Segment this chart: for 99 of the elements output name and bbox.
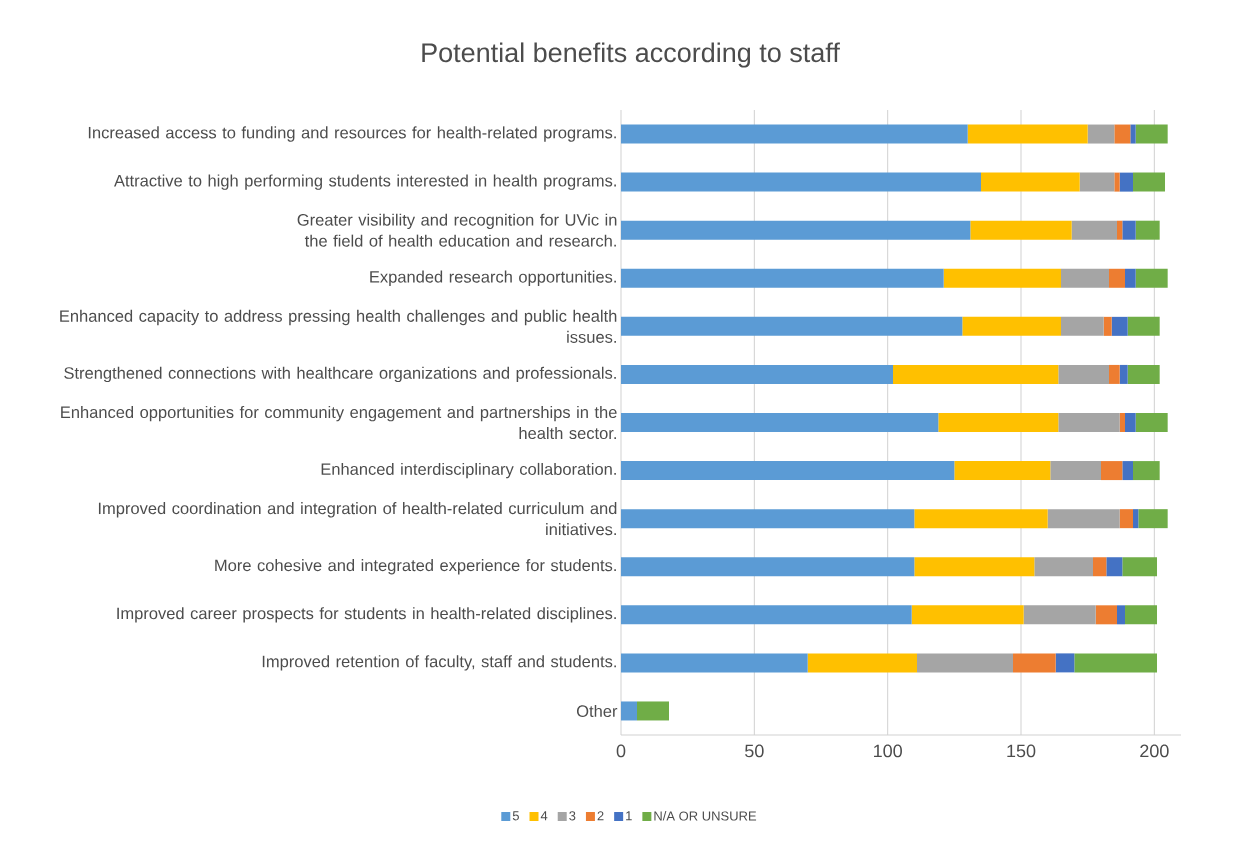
bar	[1135, 220, 1160, 240]
bar	[970, 220, 1072, 240]
y-tick-label: Enhanced capacity to address pressing health challenges and public health issues.	[60, 309, 617, 343]
bar	[1119, 172, 1134, 192]
bar	[1122, 557, 1158, 577]
bar	[621, 701, 637, 721]
bar	[967, 124, 1088, 144]
bar	[1135, 413, 1168, 432]
y-tick-label: Other	[576, 704, 618, 718]
bar	[1119, 413, 1126, 432]
bar	[1109, 364, 1120, 384]
bar	[1130, 124, 1136, 144]
y-tick-label: Enhanced opportunities for community engagement and partnerships in the health sector.	[61, 405, 617, 440]
y-tick-label: Attractive to high performing students interested in health programs.	[114, 174, 616, 190]
bar	[621, 316, 963, 336]
bar	[1101, 461, 1123, 481]
bar	[914, 509, 1048, 529]
bar	[917, 653, 1013, 673]
bar	[1114, 124, 1131, 144]
bar	[1117, 605, 1126, 625]
bar	[621, 364, 893, 384]
bar	[621, 124, 968, 144]
bar	[1125, 268, 1136, 288]
bar	[1135, 124, 1168, 144]
bar	[911, 605, 1024, 625]
bar	[1106, 557, 1123, 577]
bar	[1122, 220, 1136, 240]
bar	[1079, 172, 1115, 192]
bar	[914, 557, 1035, 577]
bar	[1125, 605, 1158, 625]
bar	[1013, 653, 1056, 673]
x-tick-label: 200	[1140, 744, 1169, 758]
x-tick-label: 50	[745, 744, 764, 758]
y-tick-label: Expanded research opportunities.	[370, 270, 616, 286]
bar	[1023, 605, 1096, 625]
bar	[1058, 413, 1120, 432]
y-tick-label: More cohesive and integrated experience for students.	[215, 559, 616, 575]
y-tick-label: Greater visibility and recognition for UVic in the field of health education and research.	[297, 213, 617, 247]
bar	[1111, 316, 1128, 336]
y-tick-label: Improved retention of faculty, staff and students.	[262, 655, 616, 671]
chart-title: Potential benefits according to staff	[422, 42, 840, 68]
bar	[1138, 509, 1168, 529]
bar	[1050, 461, 1102, 481]
legend-label: N/A OR UNSURE	[654, 811, 757, 821]
bar	[1034, 557, 1094, 577]
x-tick-label: 100	[874, 744, 902, 758]
bar	[1061, 268, 1110, 288]
bar	[1109, 268, 1126, 288]
bar	[621, 653, 808, 673]
bar	[1071, 220, 1118, 240]
bar	[807, 653, 917, 673]
bar	[1127, 364, 1160, 384]
bar	[1095, 605, 1118, 625]
bar	[1125, 413, 1136, 432]
bar	[938, 413, 1059, 432]
bar	[621, 220, 971, 240]
legend-label: 5	[512, 811, 519, 821]
bar	[893, 364, 1059, 384]
legend-label: 3	[569, 811, 576, 821]
bar	[1117, 220, 1123, 240]
x-tick-label: 0	[616, 744, 626, 758]
bar	[621, 605, 912, 625]
bar	[1119, 364, 1128, 384]
legend-label: 1	[626, 811, 632, 821]
bar	[621, 268, 944, 288]
bar	[943, 268, 1061, 288]
bar	[621, 557, 915, 577]
bar	[1119, 509, 1134, 529]
bar	[1061, 316, 1104, 336]
x-tick-label: 150	[1007, 744, 1036, 758]
bar	[1047, 509, 1120, 529]
bar	[1133, 461, 1160, 481]
bar	[954, 461, 1051, 481]
bar	[962, 316, 1061, 336]
bar	[621, 509, 915, 529]
bar	[1074, 653, 1158, 673]
bar	[981, 172, 1080, 192]
y-tick-label: Improved career prospects for students in health-related disciplines.	[117, 607, 616, 623]
y-tick-label: Strengthened connections with healthcare organizations and professionals.	[64, 366, 616, 383]
legend-label: 4	[540, 811, 548, 821]
y-tick-label: Improved coordination and integration of health-related curriculum and initiatives.	[98, 502, 617, 536]
bar	[621, 172, 981, 192]
bar	[637, 701, 669, 721]
bar	[1133, 172, 1166, 192]
y-tick-label: Increased access to funding and resources for health-related programs.	[88, 126, 616, 142]
bar	[1058, 364, 1110, 384]
bar	[1087, 124, 1115, 144]
y-tick-label: Enhanced interdisciplinary collaboration.	[321, 462, 616, 479]
bar	[1093, 557, 1107, 577]
bar	[1103, 316, 1112, 336]
bar	[1135, 268, 1168, 288]
bar	[1133, 509, 1139, 529]
bar	[1114, 172, 1120, 192]
bar	[1127, 316, 1160, 336]
bar	[1055, 653, 1075, 673]
bar	[1122, 461, 1134, 481]
legend-label: 2	[597, 811, 604, 821]
bar	[621, 413, 939, 432]
bar	[621, 461, 955, 481]
